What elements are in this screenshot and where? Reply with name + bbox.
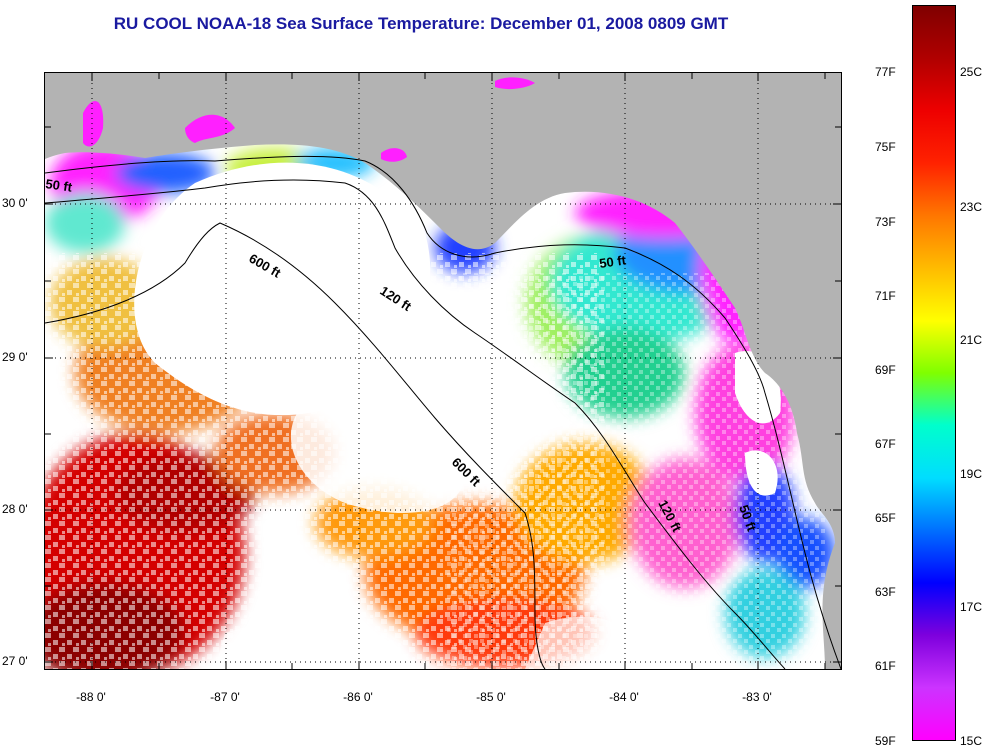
lon-label-85: -85 0' (476, 690, 506, 704)
colorbar-label-23c: 23C (960, 200, 983, 214)
colorbar-label-15c: 15C (960, 734, 983, 748)
lon-label-88: -88 0' (76, 690, 106, 704)
bay-st-andrews (381, 148, 407, 162)
depth-contours (45, 155, 841, 669)
contour-600ft (45, 222, 546, 669)
colorbar-label-67f: 67F (875, 437, 896, 451)
colorbar-label-19c: 19C (960, 467, 983, 481)
colorbar-label-59f: 59F (875, 734, 896, 748)
lat-label-27: 27 0' (2, 654, 28, 668)
colorbar-label-61f: 61F (875, 659, 896, 673)
lat-label-28: 28 0' (2, 502, 28, 516)
lon-label-86: -86 0' (343, 690, 373, 704)
colorbar-label-71f: 71F (875, 289, 896, 303)
sst-map: 50 ft 600 ft 120 ft 50 ft 600 ft 120 ft … (44, 72, 842, 670)
land-mass (45, 73, 841, 669)
bay-pensacola (185, 114, 235, 143)
chart-title: RU COOL NOAA-18 Sea Surface Temperature:… (113, 14, 729, 33)
lon-label-84: -84 0' (609, 690, 639, 704)
colorbar-gradient (913, 6, 955, 740)
lat-label-30: 30 0' (2, 196, 28, 210)
contour-50ft-west (45, 155, 841, 669)
colorbar-label-17c: 17C (960, 600, 983, 614)
bay-choctaw (495, 77, 535, 90)
contour-label-50ft-west: 50 ft (45, 176, 74, 195)
colorbar-label-65f: 65F (875, 511, 896, 525)
colorbar-label-77f: 77F (875, 65, 896, 79)
colorbar-label-75f: 75F (875, 140, 896, 154)
sst-map-canvas: 50 ft 600 ft 120 ft 50 ft 600 ft 120 ft … (45, 73, 841, 669)
colorbar-label-73f: 73F (875, 215, 896, 229)
colorbar-label-69f: 69F (875, 363, 896, 377)
contour-label-50ft-bigbend: 50 ft (598, 252, 627, 271)
contour-120ft (45, 179, 786, 669)
frame-ticks (45, 73, 841, 669)
lat-label-29: 29 0' (2, 350, 28, 364)
colorbar-label-21c: 21C (960, 333, 983, 347)
colorbar-label-25c: 25C (960, 65, 983, 79)
lon-label-83: -83 0' (742, 690, 772, 704)
temperature-colorbar (912, 5, 956, 741)
lon-label-87: -87 0' (210, 690, 240, 704)
bay-mobile (83, 101, 104, 147)
colorbar-label-63f: 63F (875, 585, 896, 599)
